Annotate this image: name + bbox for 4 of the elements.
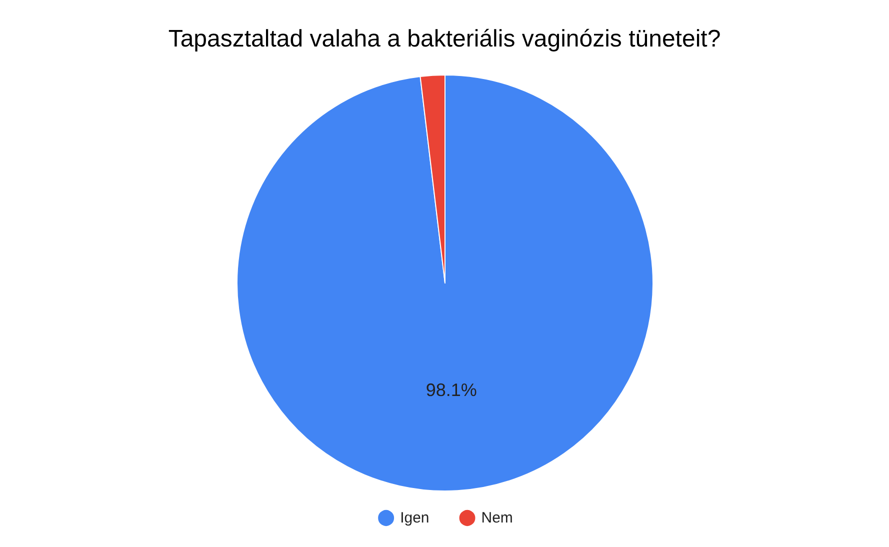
chart-title: Tapasztaltad valaha a bakteriális vaginózis tüneteit?: [168, 26, 721, 52]
data-label: 98.1%: [426, 380, 477, 400]
legend-label: Nem: [481, 510, 513, 526]
legend-label: Igen: [400, 510, 430, 526]
